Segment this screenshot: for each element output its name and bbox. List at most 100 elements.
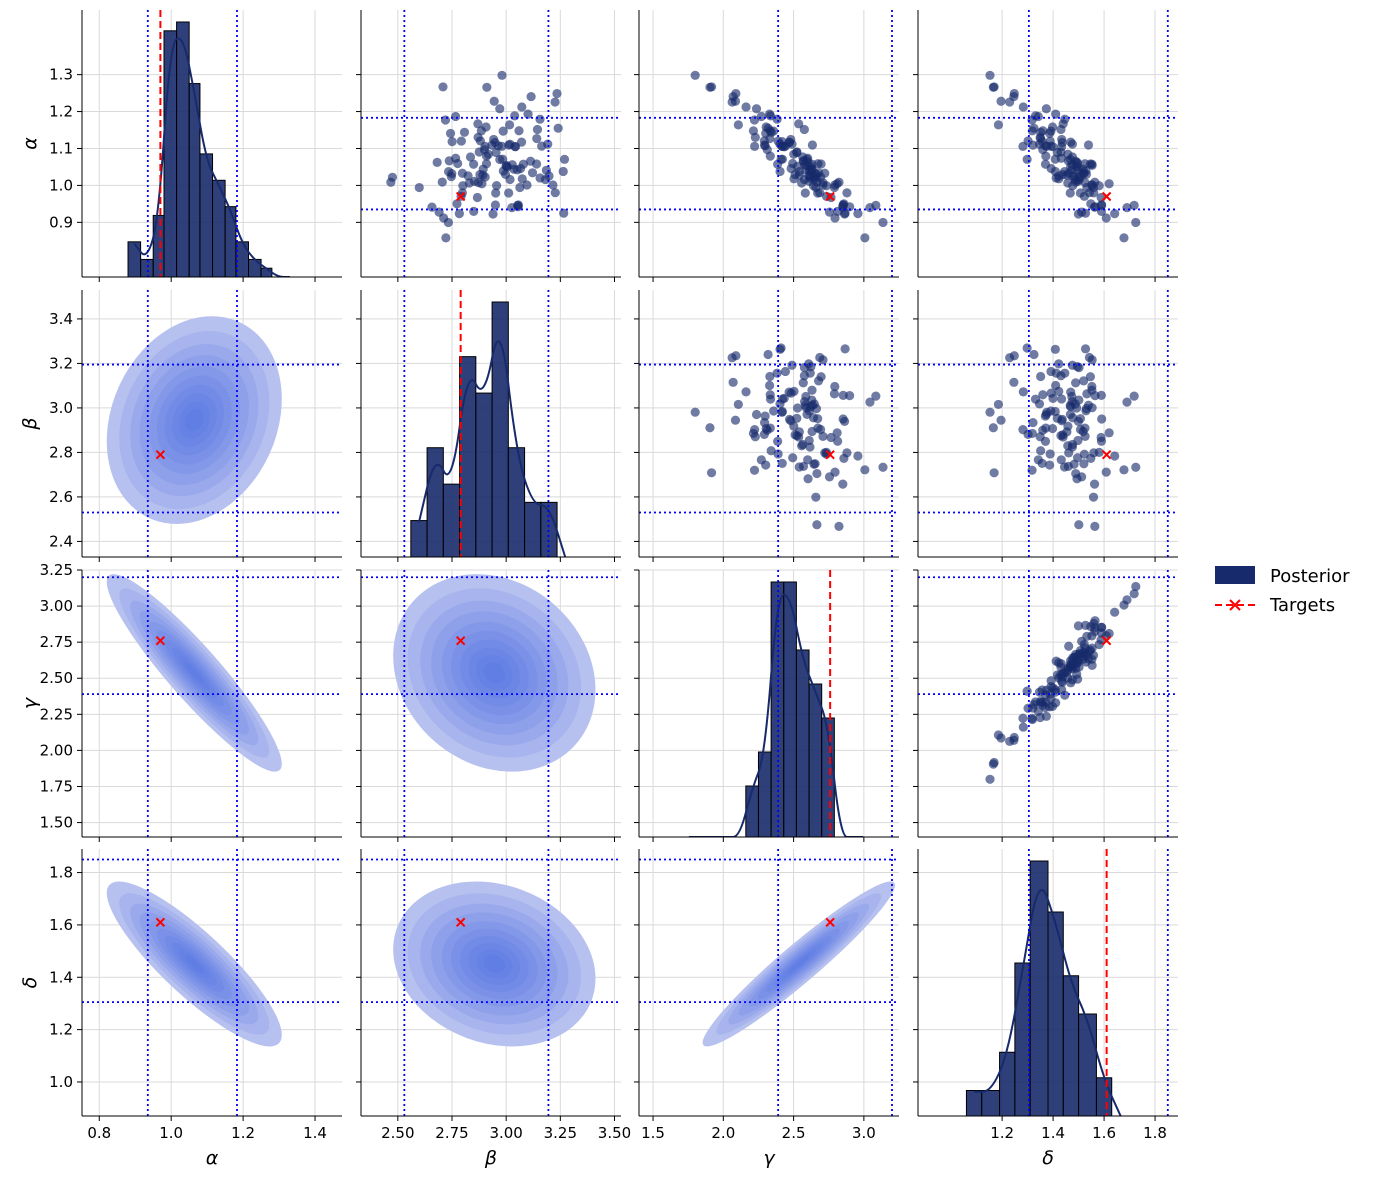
plot-area	[965, 849, 1169, 1116]
scatter-point	[985, 70, 995, 80]
target-marker	[1101, 191, 1112, 202]
scatter-point	[1048, 393, 1058, 403]
scatter-point	[1096, 622, 1106, 632]
histogram-bar	[248, 258, 262, 277]
histogram-bar	[410, 520, 428, 557]
scatter-point	[1036, 446, 1046, 456]
panel-1-2	[634, 290, 899, 562]
legend-posterior-label: Posterior	[1270, 566, 1350, 587]
histogram-bar	[965, 1090, 983, 1116]
gridlines	[918, 290, 1178, 557]
kde-contour	[460, 639, 529, 707]
scatter-point	[1058, 119, 1068, 129]
kde-curve	[688, 593, 864, 837]
plot-area	[918, 290, 1178, 557]
y-tick-label: 2.75	[40, 633, 73, 651]
scatter-point	[824, 472, 835, 482]
scatter-point	[799, 124, 809, 135]
panel-0-3	[913, 10, 1178, 282]
scatter-point	[706, 468, 717, 478]
kde-contour	[106, 574, 282, 772]
plot-area	[639, 10, 899, 277]
kde-curve	[133, 37, 290, 277]
scatter-point	[1085, 372, 1096, 382]
kde-contour	[106, 316, 282, 524]
scatter-point	[765, 371, 775, 382]
kde-contour	[716, 893, 882, 1035]
scatter-point	[806, 165, 816, 175]
scatter-point	[773, 449, 783, 459]
scatter-point	[989, 82, 999, 92]
scatter-point	[1089, 188, 1099, 198]
scatter-point	[1054, 658, 1064, 668]
scatter-point	[690, 407, 700, 417]
x-tick-label: 2.50	[381, 1124, 414, 1142]
target-marker	[155, 917, 166, 928]
scatter-point	[1046, 126, 1056, 136]
panel-0-0: 0.9 1.0 1.1 1.2 1.3	[49, 10, 342, 282]
scatter-point	[794, 119, 804, 129]
scatter-point	[1087, 660, 1097, 670]
kde-contour	[788, 955, 810, 973]
kde-contour	[738, 912, 859, 1016]
scatter-point	[1045, 689, 1055, 699]
scatter-point	[1122, 203, 1132, 213]
plot-area	[403, 290, 567, 557]
scatter-point	[451, 111, 461, 122]
x-tick-label: 1.2	[990, 1124, 1014, 1142]
scatter-point	[1079, 191, 1089, 201]
scatter-point	[473, 119, 483, 129]
panel-2-0: 1.50 1.75 2.00 2.25 2.50 2.75 3.00 3.25	[40, 561, 342, 842]
kde-contour	[148, 621, 240, 725]
x-tick-label: 3.25	[544, 1124, 577, 1142]
y-tick-label: 1.0	[49, 176, 73, 194]
scatter-point	[818, 431, 828, 441]
scatter-point	[1079, 376, 1089, 386]
scatter-point	[1022, 154, 1032, 164]
scatter-point	[830, 381, 840, 392]
histogram-bar	[140, 258, 154, 277]
kde-contour	[184, 955, 204, 973]
scatter-point	[1072, 165, 1082, 175]
scatter-point	[1018, 425, 1028, 435]
scatter-point	[764, 380, 775, 391]
scatter-point	[1078, 426, 1088, 437]
kde-contour	[164, 384, 224, 456]
scatter-point	[475, 170, 485, 180]
scatter-point	[989, 757, 999, 768]
scatter-point	[1094, 181, 1104, 191]
scatter-point	[1074, 520, 1084, 530]
y-tick-label: 2.00	[40, 741, 73, 759]
gridlines	[82, 849, 342, 1116]
scatter-point	[769, 406, 779, 416]
kde-contour	[702, 881, 895, 1047]
kde-contour	[468, 942, 521, 986]
y-tick-label: 3.25	[40, 561, 73, 579]
scatter-point	[495, 154, 505, 165]
scatter-point	[789, 149, 799, 159]
scatter-point	[1089, 202, 1100, 212]
scatter-point	[550, 188, 560, 198]
scatter-point	[552, 88, 562, 99]
kde-contour	[184, 662, 204, 684]
plot-area	[82, 849, 342, 1116]
histogram-bar	[795, 649, 810, 837]
scatter-point	[1018, 141, 1028, 151]
scatter-point	[523, 109, 533, 119]
scatter-point	[1079, 449, 1089, 459]
kde-contour	[766, 935, 832, 992]
scatter-point	[1065, 402, 1076, 412]
scatter-point	[1129, 200, 1139, 210]
kde-contour	[171, 942, 217, 986]
scatter-point	[440, 115, 451, 125]
scatter-point	[1041, 423, 1051, 433]
panel-0-1	[356, 10, 621, 282]
target-marker	[455, 191, 466, 202]
scatter-point	[491, 147, 501, 158]
scatter-point	[1059, 462, 1070, 472]
plot-area	[918, 10, 1178, 277]
scatter-point	[1072, 362, 1082, 372]
scatter-point	[514, 126, 524, 136]
scatter-point	[535, 114, 545, 124]
scatter-point	[1036, 127, 1046, 137]
